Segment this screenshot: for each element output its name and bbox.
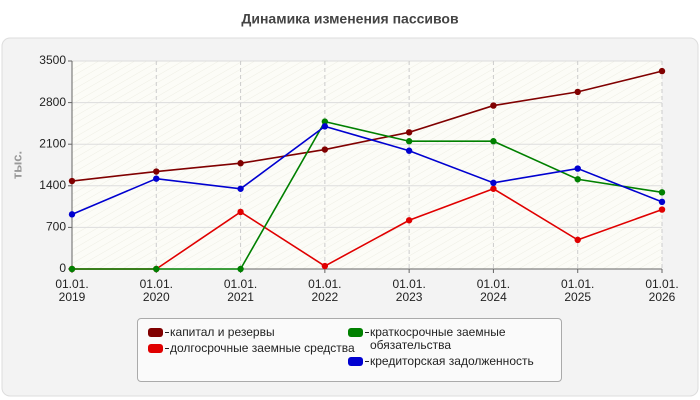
legend-dash <box>165 348 169 349</box>
legend-swatch <box>348 328 363 337</box>
x-tick-label: 01.01. 2023 <box>392 277 426 304</box>
x-tick-label: 01.01. 2024 <box>476 277 511 304</box>
point <box>574 88 581 96</box>
series-line <box>72 187 663 270</box>
legend-dash <box>365 361 369 362</box>
legend-dash <box>165 332 169 333</box>
y-tick-label: 1400 <box>39 178 66 192</box>
series-line <box>72 120 663 270</box>
legend: капитал и резервы долгосрочные заемные ср… <box>137 318 562 382</box>
point <box>658 198 666 206</box>
point <box>658 67 666 75</box>
point <box>68 211 76 218</box>
series-line <box>71 70 663 182</box>
point <box>405 138 413 145</box>
y-tick-label: 3500 <box>39 53 66 67</box>
point <box>405 129 413 136</box>
legend-item: кредиторская задолженность <box>338 355 560 368</box>
legend-label: кредиторская задолженность <box>370 354 534 368</box>
point <box>153 265 160 273</box>
legend-swatch <box>148 328 163 337</box>
legend-label: долгосрочные заемные средства <box>170 341 355 355</box>
point <box>490 102 497 109</box>
point <box>405 147 413 154</box>
point <box>321 146 329 153</box>
y-tick-label: 0 <box>59 261 66 275</box>
point <box>68 177 76 185</box>
point <box>237 265 244 273</box>
y-axis-label: тыс. <box>9 151 24 179</box>
legend-label: краткосрочные заемные обязательства <box>370 325 506 352</box>
y-tick-label: 700 <box>46 220 66 234</box>
point <box>490 179 497 187</box>
point <box>237 185 244 192</box>
point <box>405 217 413 224</box>
point <box>574 165 581 172</box>
plot-hatch <box>72 61 662 269</box>
point <box>658 189 666 196</box>
point <box>490 185 497 192</box>
series-line <box>71 125 663 216</box>
x-tick-label: 01.01. 2020 <box>139 277 173 304</box>
point <box>321 262 329 270</box>
x-tick-label: 01.01. 2021 <box>223 277 258 304</box>
x-tick-label: 01.01. 2022 <box>308 277 342 304</box>
y-tick-label: 2100 <box>39 136 66 150</box>
point <box>574 176 581 183</box>
x-tick-label: 01.01. 2025 <box>561 277 595 304</box>
legend-item: краткосрочные заемные обязательства <box>338 326 560 352</box>
y-tick-label: 2800 <box>39 95 66 109</box>
x-tick-label: 01.01. 2019 <box>55 277 89 304</box>
chart-title: Динамика изменения пассивов <box>241 11 459 27</box>
legend-item: капитал и резервы <box>138 326 360 339</box>
legend-swatch <box>148 344 163 353</box>
legend-item: долгосрочные заемные средства <box>138 342 360 355</box>
point <box>658 206 666 213</box>
point <box>574 236 581 244</box>
point <box>153 175 160 182</box>
x-tick-label: 01.01. 2026 <box>645 277 679 304</box>
point <box>237 208 244 216</box>
legend-dash <box>365 332 369 333</box>
point <box>237 160 244 167</box>
point <box>321 118 329 125</box>
point <box>68 265 76 273</box>
point <box>321 123 329 130</box>
point <box>490 138 497 145</box>
point <box>153 168 160 175</box>
legend-swatch <box>348 357 363 366</box>
legend-label: капитал и резервы <box>170 325 275 339</box>
